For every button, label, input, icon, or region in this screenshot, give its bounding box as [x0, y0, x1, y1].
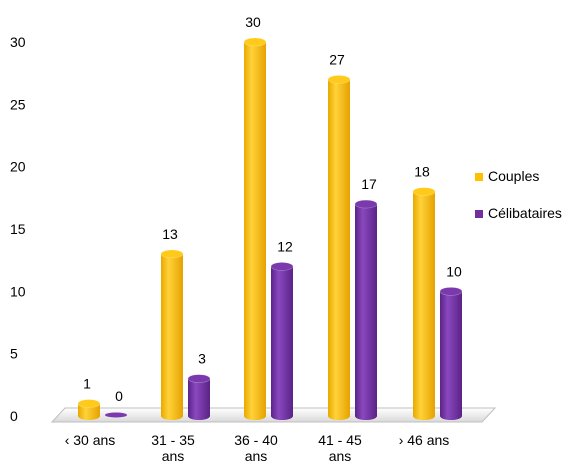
- bar-top: [77, 399, 101, 408]
- bar-top: [243, 37, 267, 47]
- y-tick-label: 25: [10, 96, 26, 112]
- bar-couples-36-40-ans: 30: [243, 14, 267, 420]
- y-axis: 0 5 10 15 20 25 30: [10, 34, 26, 424]
- y-tick-label: 10: [10, 283, 26, 299]
- bar-c-libataires-30-ans: 0: [105, 388, 127, 418]
- data-label: 30: [245, 14, 261, 30]
- bar-top: [327, 75, 351, 84]
- bar-top: [187, 374, 211, 383]
- data-label: 27: [329, 51, 345, 67]
- data-label: 17: [361, 176, 377, 192]
- bar-c-libataires-41-45-ans: 17: [354, 176, 378, 420]
- bar-top: [160, 249, 184, 259]
- data-label: 13: [162, 226, 178, 242]
- bar-couples-46-ans: 18: [412, 164, 436, 420]
- data-label: 12: [277, 238, 293, 254]
- legend-item-couples: Couples: [475, 168, 539, 184]
- bar-c-libataires-36-40-ans: 12: [270, 238, 294, 420]
- bar-top: [412, 187, 436, 196]
- legend-label: Couples: [488, 168, 539, 184]
- bar-body: [328, 79, 350, 421]
- bar-couples-31-35-ans: 13: [160, 226, 184, 420]
- x-axis: ‹ 30 ans 31 - 35 ans 36 - 40 ans 41 - 45 ans › …: [65, 432, 450, 464]
- bar-body: [161, 253, 183, 420]
- legend-label: Célibataires: [488, 205, 562, 221]
- bar-body: [271, 266, 293, 420]
- bar-couples-30-ans: 1: [77, 376, 101, 420]
- legend-swatch: [475, 173, 483, 181]
- x-tick-label: 31 - 35 ans: [151, 432, 195, 464]
- data-label: 1: [83, 376, 91, 392]
- x-tick-label: 36 - 40 ans: [234, 432, 278, 464]
- legend: Couples Célibataires: [475, 168, 562, 221]
- y-tick-label: 30: [10, 34, 26, 50]
- y-tick-label: 20: [10, 159, 26, 175]
- x-tick-label: 41 - 45 ans: [318, 432, 362, 464]
- bar-top: [270, 262, 294, 271]
- bar-body: [244, 42, 266, 420]
- bar-couples-41-45-ans: 27: [327, 51, 351, 421]
- bar-body: [355, 204, 377, 420]
- y-tick-label: 15: [10, 221, 26, 237]
- data-label: 0: [115, 388, 123, 404]
- y-tick-label: 0: [10, 408, 18, 424]
- bar-c-libataires-46-ans: 10: [439, 263, 463, 420]
- bar-body: [188, 378, 210, 420]
- data-label: 3: [198, 351, 206, 367]
- bar-top: [105, 412, 127, 418]
- bar-body: [413, 191, 435, 420]
- bar-body: [440, 291, 462, 420]
- bar-c-libataires-31-35-ans: 3: [187, 351, 211, 420]
- data-label: 10: [446, 263, 462, 279]
- legend-swatch: [475, 210, 483, 218]
- legend-item-c-libataires: Célibataires: [475, 205, 562, 221]
- bars: 1 13 30 27 18 0 3 12 17 10: [77, 14, 463, 421]
- data-label: 18: [414, 164, 430, 180]
- bar-top: [354, 199, 378, 209]
- bar-body: [78, 403, 100, 420]
- x-tick-label: › 46 ans: [399, 432, 450, 448]
- bar-top: [439, 287, 463, 296]
- x-tick-label: ‹ 30 ans: [65, 432, 116, 448]
- y-tick-label: 5: [10, 346, 18, 362]
